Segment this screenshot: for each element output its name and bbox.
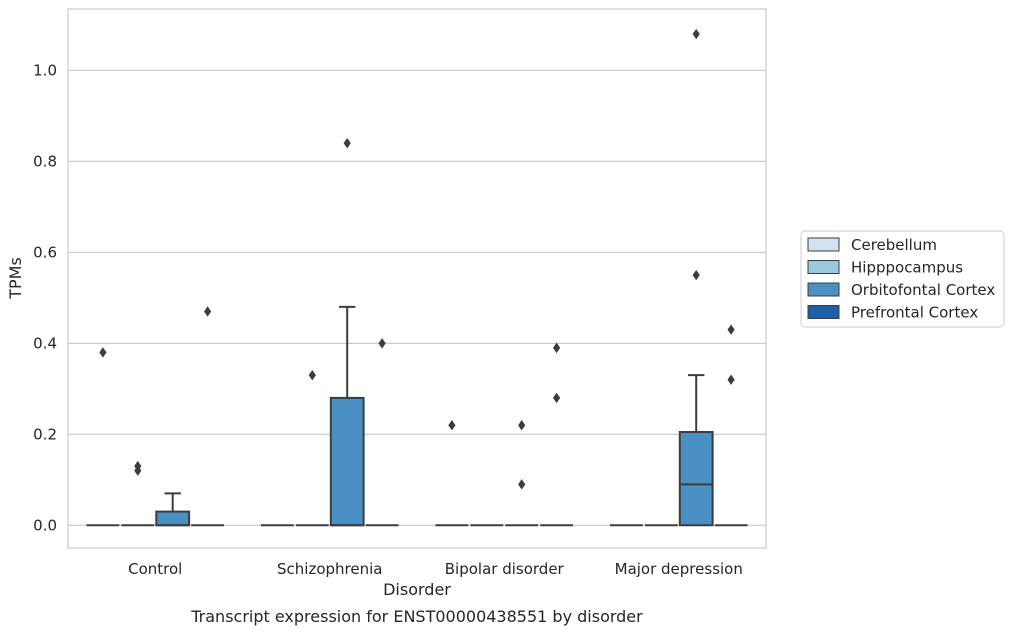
outlier-point — [308, 369, 316, 381]
outlier-point — [553, 392, 561, 404]
chart-caption: Transcript expression for ENST0000043855… — [190, 607, 643, 626]
legend-item: Prefrontal Cortex — [807, 304, 978, 322]
outlier-point — [99, 347, 107, 358]
box-0-0 — [86, 347, 120, 527]
y-tick-label: 0.6 — [33, 243, 57, 261]
y-axis-ticks: 0.0 0.2 0.4 0.6 0.8 1.0 — [33, 61, 57, 534]
box-body — [155, 510, 191, 527]
box-0-3 — [191, 306, 225, 527]
y-axis-title: TPMs — [6, 257, 25, 300]
x-tick-label: Major depression — [615, 560, 743, 578]
outlier-point — [204, 306, 212, 317]
x-tick-label: Control — [128, 560, 182, 578]
legend-item: Cerebellum — [807, 236, 937, 254]
legend-label: Orbitofontal Cortex — [851, 281, 995, 299]
legend-frame — [800, 230, 1005, 328]
x-tick-label: Schizophrenia — [277, 560, 382, 578]
outlier-point — [692, 269, 700, 281]
outlier-point — [343, 137, 351, 149]
x-tick-label: Bipolar disorder — [445, 560, 565, 578]
plot-background — [68, 9, 766, 548]
box-body — [678, 431, 714, 527]
legend-label: Cerebellum — [851, 236, 937, 254]
legend-swatch — [807, 282, 840, 297]
box-2-2 — [505, 419, 539, 527]
outlier-point — [727, 324, 735, 335]
x-axis-ticks: Control Schizophrenia Bipolar disorder Majo… — [128, 560, 743, 578]
box-1-1 — [295, 369, 329, 527]
box-2-3 — [540, 342, 574, 527]
y-tick-label: 0.2 — [33, 425, 57, 443]
boxes-layer — [86, 28, 748, 527]
outlier-point — [134, 465, 142, 476]
legend-item: Hipppocampus — [807, 259, 963, 277]
outlier-point — [518, 479, 526, 490]
box-body — [329, 396, 365, 527]
outlier-point — [448, 419, 456, 431]
y-tick-label: 1.0 — [33, 61, 57, 79]
x-axis-title: Disorder — [383, 580, 451, 599]
outlier-point — [553, 342, 561, 354]
outlier-point — [692, 28, 700, 40]
box-1-3 — [365, 338, 399, 527]
legend-label: Hipppocampus — [851, 259, 963, 277]
plot-frame — [67, 8, 767, 549]
box-2-0 — [435, 419, 469, 527]
box-3-3 — [714, 324, 748, 527]
legend-swatch — [807, 237, 840, 252]
box-0-2 — [155, 492, 191, 527]
outlier-point — [518, 419, 526, 431]
box-3-2 — [678, 28, 714, 527]
outlier-point — [727, 374, 735, 385]
y-tick-label: 0.8 — [33, 152, 57, 170]
outlier-point — [378, 338, 386, 349]
y-tick-label: 0.0 — [33, 516, 57, 534]
legend: Cerebellum Hipppocampus Orbitofontal Corte… — [800, 230, 1005, 328]
legend-label: Prefrontal Cortex — [851, 304, 978, 322]
y-tick-label: 0.4 — [33, 334, 57, 352]
box-1-2 — [329, 137, 365, 527]
legend-swatch — [807, 260, 840, 274]
legend-item: Orbitofontal Cortex — [807, 281, 995, 299]
box-0-1 — [121, 460, 155, 527]
legend-swatch — [807, 305, 840, 319]
